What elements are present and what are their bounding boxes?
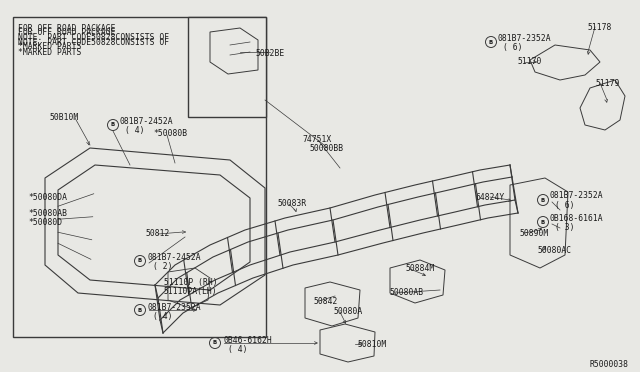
Text: 50080BB: 50080BB bbox=[310, 144, 344, 153]
Bar bbox=[13, 17, 266, 337]
Text: 51178: 51178 bbox=[587, 23, 611, 32]
Text: 51110PA(LH): 51110PA(LH) bbox=[164, 287, 218, 296]
Text: B: B bbox=[489, 39, 493, 45]
Text: 50812: 50812 bbox=[145, 229, 170, 238]
Text: 51170: 51170 bbox=[518, 57, 542, 66]
Text: ( 6): ( 6) bbox=[555, 201, 575, 210]
Text: 51110P (RH): 51110P (RH) bbox=[164, 278, 218, 287]
Text: 50810M: 50810M bbox=[358, 340, 387, 349]
Text: 081B7-2452A: 081B7-2452A bbox=[120, 117, 173, 126]
Text: 74751X: 74751X bbox=[302, 135, 332, 144]
Text: 50080A: 50080A bbox=[333, 307, 362, 316]
Text: *MARKED PARTS: *MARKED PARTS bbox=[18, 48, 81, 57]
Text: FOR OFF ROAD PACKAGE: FOR OFF ROAD PACKAGE bbox=[18, 24, 115, 33]
Text: 50B2BE: 50B2BE bbox=[255, 49, 284, 58]
Text: ( 4): ( 4) bbox=[228, 345, 248, 354]
Text: 081B7-2352A: 081B7-2352A bbox=[148, 303, 202, 312]
Text: NOTE. PART CODE50828CONSISTS OF: NOTE. PART CODE50828CONSISTS OF bbox=[18, 33, 169, 42]
Text: 64824Y: 64824Y bbox=[476, 193, 505, 202]
Text: B: B bbox=[138, 308, 142, 312]
Text: 50083R: 50083R bbox=[278, 199, 307, 208]
Text: 081B7-2352A: 081B7-2352A bbox=[498, 34, 552, 43]
Text: *50080DA: *50080DA bbox=[28, 193, 67, 202]
Text: *50080B: *50080B bbox=[153, 129, 187, 138]
Text: 50842: 50842 bbox=[313, 297, 337, 306]
Text: 50080AC: 50080AC bbox=[538, 246, 572, 255]
Text: 081B7-2352A: 081B7-2352A bbox=[550, 191, 604, 200]
Text: B: B bbox=[111, 122, 115, 128]
Text: ( 3): ( 3) bbox=[555, 223, 575, 232]
Text: 0B46-6162H: 0B46-6162H bbox=[223, 336, 272, 345]
Text: ( 6): ( 6) bbox=[503, 43, 522, 52]
Text: *MARKED PARTS: *MARKED PARTS bbox=[18, 42, 81, 51]
Text: B: B bbox=[541, 198, 545, 202]
Text: *50080AB: *50080AB bbox=[28, 209, 67, 218]
Text: ( 2): ( 2) bbox=[153, 262, 173, 271]
Text: 50884M: 50884M bbox=[405, 264, 435, 273]
Text: FOR OFF ROAD PACKAGE: FOR OFF ROAD PACKAGE bbox=[18, 28, 115, 37]
Text: 50080AB: 50080AB bbox=[390, 288, 424, 297]
Text: B: B bbox=[541, 219, 545, 224]
Text: ( 4): ( 4) bbox=[153, 312, 173, 321]
Text: NOTE. PART CODE50828CONSISTS OF: NOTE. PART CODE50828CONSISTS OF bbox=[18, 38, 169, 47]
Text: 50890M: 50890M bbox=[520, 229, 549, 238]
Text: 081B7-2452A: 081B7-2452A bbox=[148, 253, 202, 262]
Text: B: B bbox=[213, 340, 217, 346]
Text: *50080D: *50080D bbox=[28, 218, 62, 227]
Text: B: B bbox=[138, 259, 142, 263]
Text: 51179: 51179 bbox=[595, 79, 620, 88]
Text: 0B168-6161A: 0B168-6161A bbox=[550, 214, 604, 223]
Text: 50B10M: 50B10M bbox=[50, 113, 79, 122]
Bar bbox=[188, 17, 266, 117]
Text: ( 4): ( 4) bbox=[125, 126, 145, 135]
Text: R5000038: R5000038 bbox=[589, 360, 628, 369]
